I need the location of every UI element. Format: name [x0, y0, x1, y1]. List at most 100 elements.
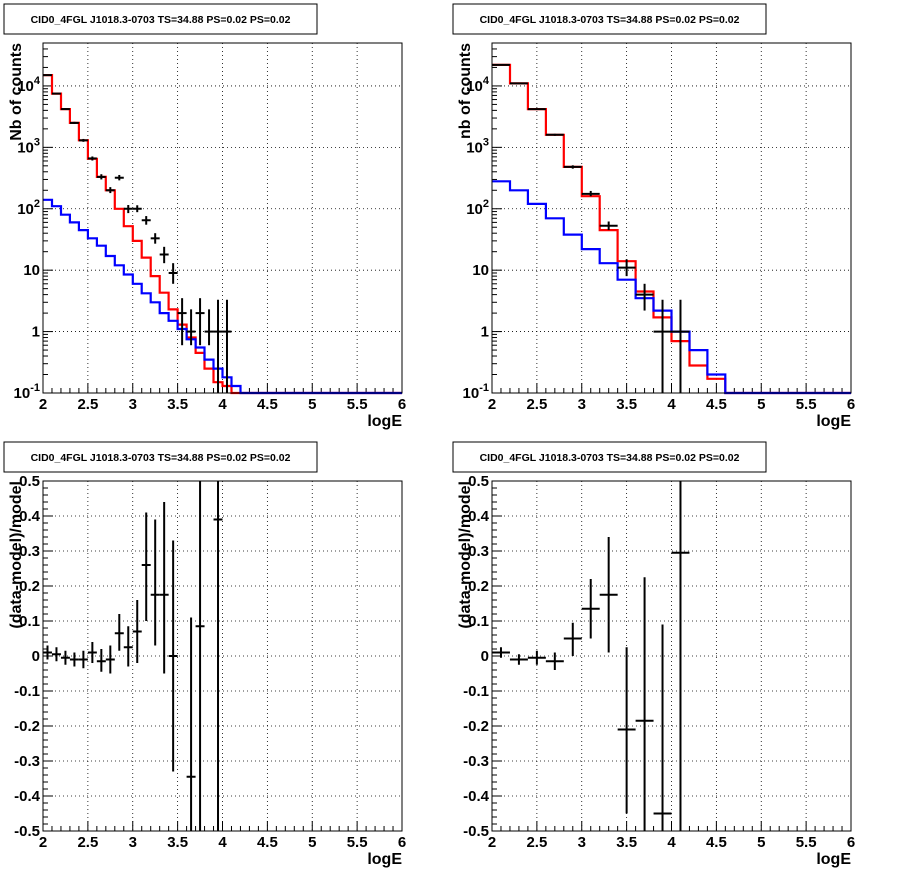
- data-point: [114, 174, 124, 181]
- tick-exponent: -1: [30, 382, 40, 394]
- histogram-series-1: [43, 74, 402, 395]
- x-tick-label: 4: [667, 834, 676, 851]
- x-tick-label: 2.5: [77, 834, 98, 851]
- x-tick-label: 5: [757, 834, 765, 851]
- x-tick-label: 3: [578, 834, 586, 851]
- y-tick-label: 103: [466, 136, 489, 156]
- x-tick-label: 5: [308, 834, 316, 851]
- x-tick-label: 3.5: [167, 834, 188, 851]
- x-tick-label: 4.5: [706, 396, 727, 413]
- x-tick-label: 2: [39, 396, 47, 413]
- x-tick-label: 2: [39, 834, 47, 851]
- y-tick-label: 0.3: [468, 543, 489, 560]
- y-tick-label: -0.5: [463, 823, 489, 840]
- panel-1: CID0_4FGL J1018.3-0703 TS=34.88 PS=0.02 …: [3, 3, 406, 430]
- x-tick-label: 5.5: [347, 834, 368, 851]
- tick-exponent: 3: [34, 136, 40, 148]
- data-point: [186, 309, 196, 346]
- x-tick-label: 6: [398, 396, 406, 413]
- x-tick-label: 4.5: [257, 834, 278, 851]
- data-point: [141, 216, 151, 225]
- data-point: [78, 650, 88, 669]
- x-tick-label: 4: [218, 396, 227, 413]
- x-tick-label: 4: [667, 396, 676, 413]
- chart-title: CID0_4FGL J1018.3-0703 TS=34.88 PS=0.02 …: [31, 452, 291, 464]
- x-tick-label: 2: [488, 396, 496, 413]
- title-frame: [452, 441, 767, 473]
- x-tick-label: 2: [488, 834, 496, 851]
- data-point: [671, 481, 690, 831]
- data-point: [635, 577, 654, 831]
- data-point: [87, 642, 97, 663]
- y-tick-label: -0.1: [463, 683, 489, 700]
- grid-lines: [492, 481, 851, 831]
- data-point: [617, 647, 636, 814]
- data-point: [581, 190, 600, 197]
- y-tick-label: 102: [17, 198, 40, 218]
- chart-title-box: CID0_4FGL J1018.3-0703 TS=34.88 PS=0.02 …: [452, 441, 767, 473]
- y-tick-label: 102: [466, 198, 489, 218]
- y-tick-label: -0.1: [14, 683, 40, 700]
- tick-base: 10: [466, 139, 483, 156]
- grid-lines: [43, 481, 402, 831]
- x-tick-label: 4.5: [706, 834, 727, 851]
- y-tick-label: -0.3: [14, 753, 40, 770]
- data-points: [43, 74, 232, 393]
- chart-title: CID0_4FGL J1018.3-0703 TS=34.88 PS=0.02 …: [480, 452, 740, 464]
- y-tick-label: 10-1: [463, 382, 489, 402]
- y-tick-label: 0.1: [19, 613, 40, 630]
- data-points: [43, 481, 223, 831]
- data-point: [177, 298, 187, 346]
- y-tick-label: 0.4: [19, 508, 41, 525]
- data-point: [599, 537, 618, 653]
- data-point: [96, 649, 106, 672]
- data-point: [168, 263, 178, 284]
- y-tick-label: 0.2: [19, 578, 40, 595]
- y-axis-title: (data-model)/model: [8, 481, 25, 629]
- x-axis-title: logE: [816, 851, 851, 868]
- data-point: [527, 650, 546, 665]
- data-point: [141, 512, 151, 621]
- data-point: [69, 121, 79, 124]
- x-tick-label: 6: [847, 834, 855, 851]
- title-frame: [3, 3, 318, 35]
- data-point: [105, 187, 115, 194]
- tick-base: 10: [466, 78, 483, 95]
- x-tick-label: 6: [398, 834, 406, 851]
- y-tick-label: -0.3: [463, 753, 489, 770]
- x-tick-label: 6: [847, 396, 855, 413]
- data-point: [132, 205, 142, 213]
- y-axis-title: nb of counts: [457, 43, 474, 139]
- y-tick-label: -0.2: [14, 718, 40, 735]
- y-axis-title: Nb of counts: [8, 43, 25, 141]
- x-tick-label: 3.5: [616, 834, 637, 851]
- data-point: [195, 481, 205, 831]
- data-point: [599, 221, 618, 231]
- x-axis-title: logE: [367, 413, 402, 430]
- data-point: [60, 650, 70, 665]
- chart-title-box: CID0_4FGL J1018.3-0703 TS=34.88 PS=0.02 …: [3, 441, 318, 473]
- y-tick-label: 104: [466, 75, 490, 95]
- x-tick-label: 3.5: [616, 396, 637, 413]
- data-point: [159, 502, 169, 674]
- tick-exponent: 3: [483, 136, 489, 148]
- data-point: [563, 622, 582, 656]
- x-tick-label: 4: [218, 834, 227, 851]
- title-frame: [452, 3, 767, 35]
- tick-base: 10: [17, 201, 34, 218]
- data-point: [617, 259, 636, 277]
- data-point: [581, 579, 600, 639]
- chart-title-box: CID0_4FGL J1018.3-0703 TS=34.88 PS=0.02 …: [452, 3, 767, 35]
- data-point: [222, 299, 232, 393]
- data-point: [195, 298, 205, 346]
- data-point: [653, 624, 672, 831]
- data-point: [213, 299, 223, 393]
- grid-lines: [43, 43, 402, 393]
- data-point: [492, 647, 510, 658]
- data-point: [545, 133, 564, 136]
- y-tick-label: -0.4: [463, 788, 490, 805]
- y-tick-label: 0.1: [468, 613, 489, 630]
- y-tick-label: 10: [23, 262, 40, 279]
- x-tick-label: 5.5: [796, 834, 817, 851]
